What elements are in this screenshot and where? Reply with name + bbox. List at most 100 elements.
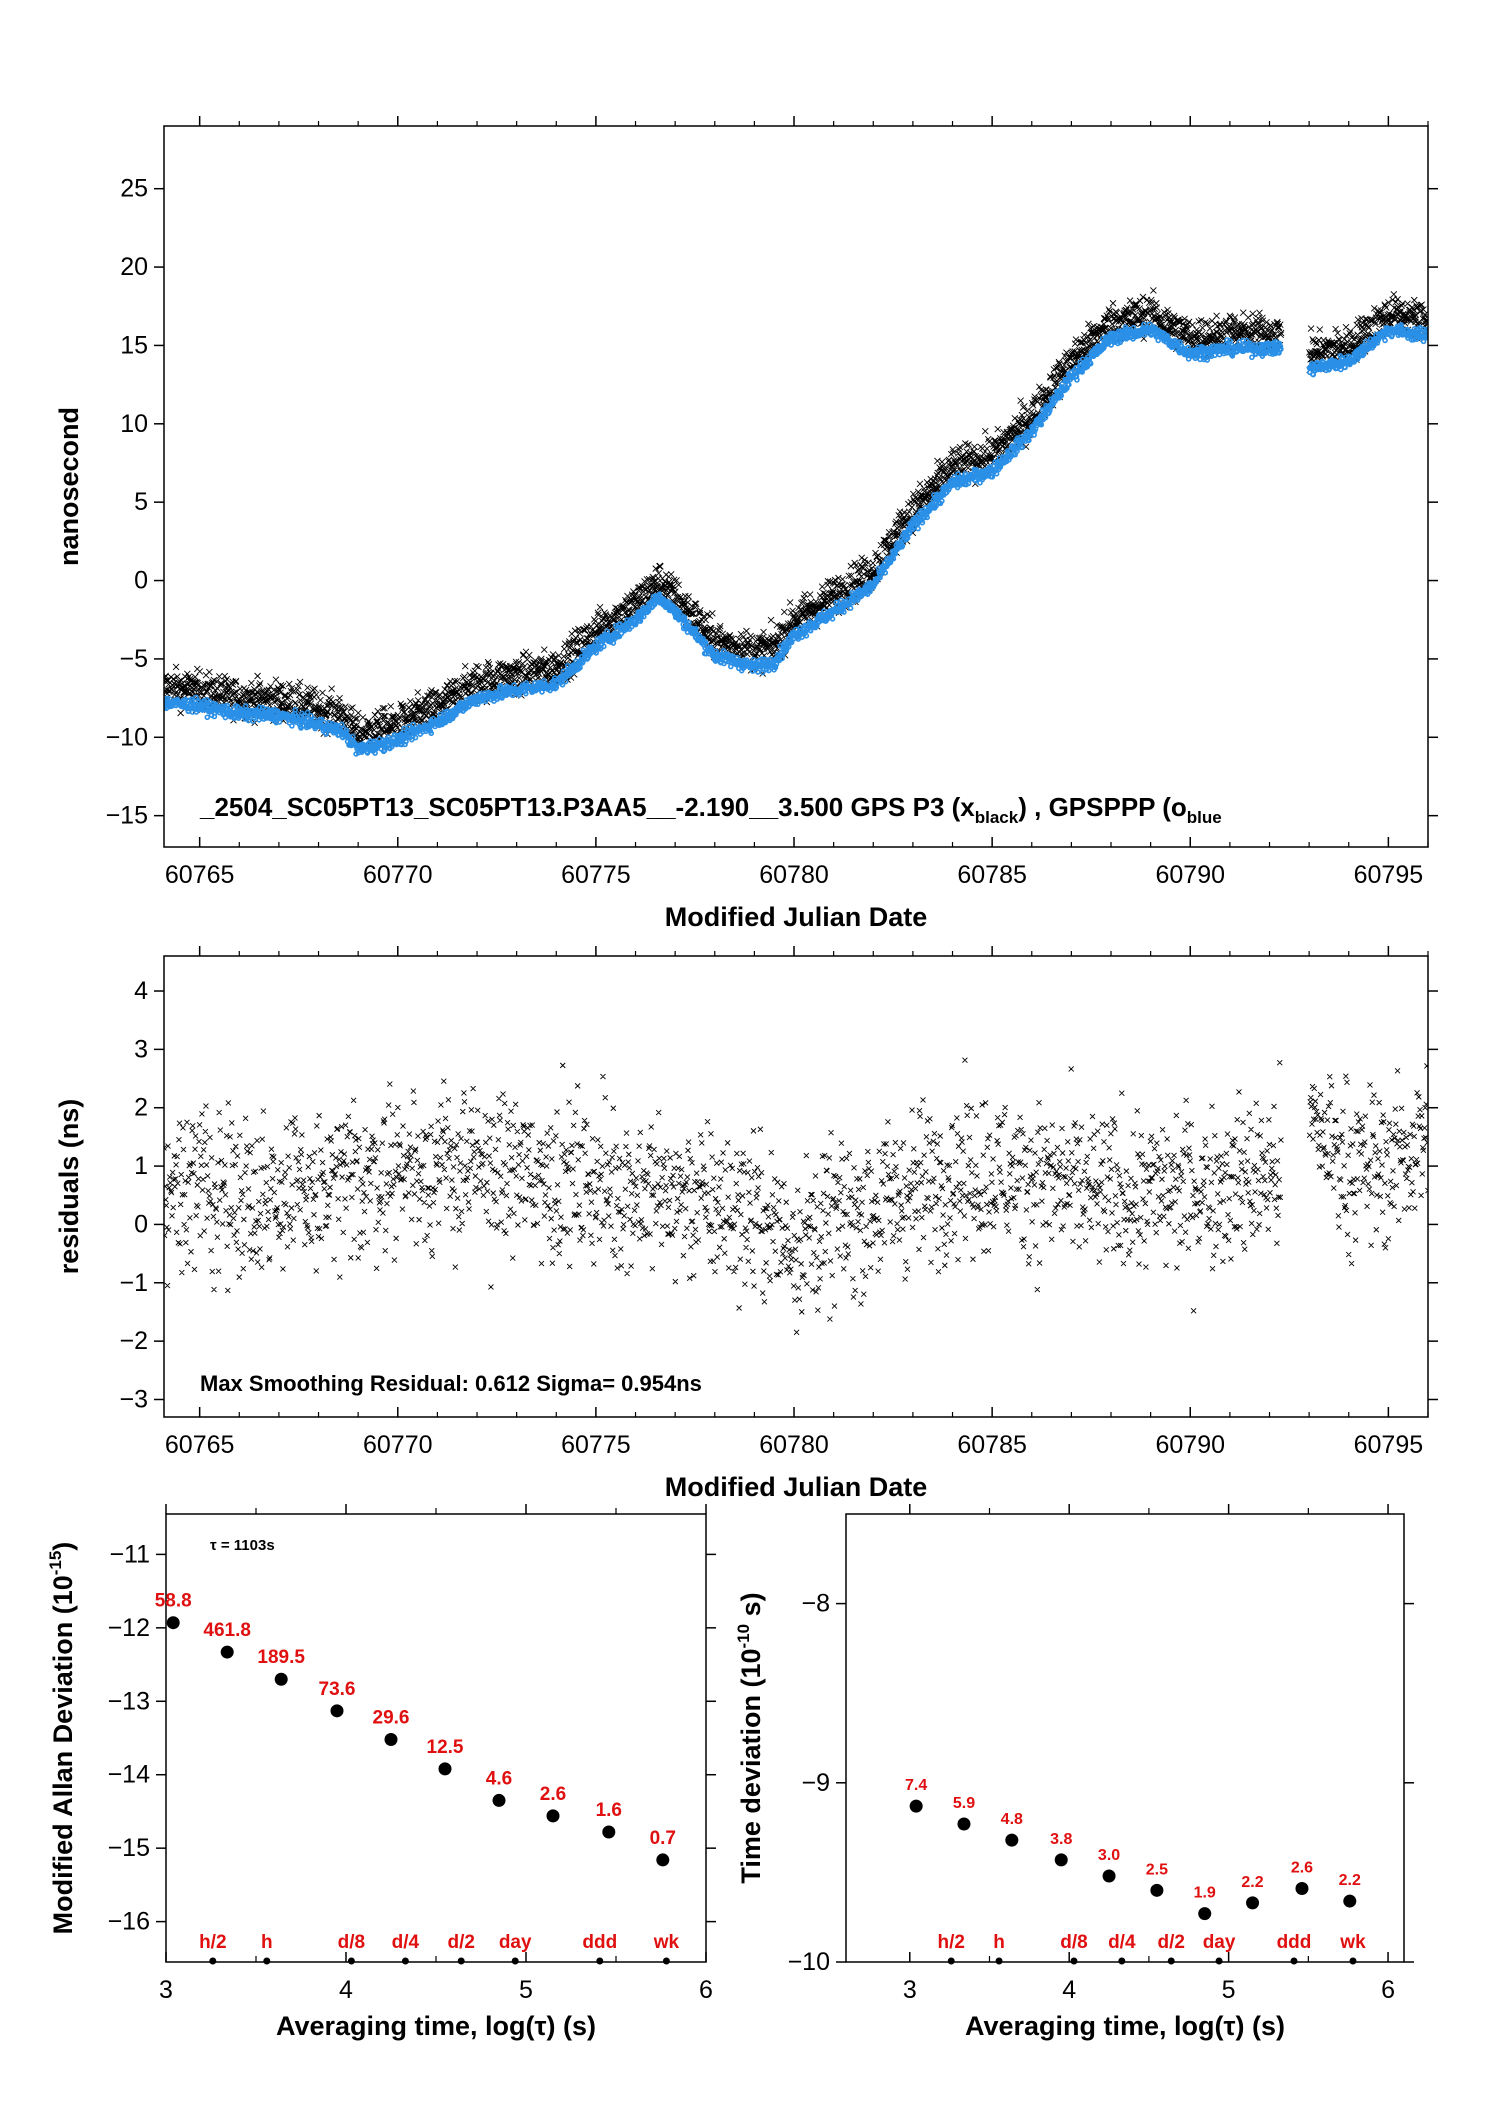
y-tick-label: −16 <box>108 1908 150 1936</box>
x-tick-label: 60780 <box>759 861 829 889</box>
x-tick-label: 60780 <box>759 1431 829 1459</box>
period-marker <box>1167 1957 1175 1965</box>
deviation-point <box>1150 1883 1164 1897</box>
deviation-point <box>602 1825 616 1839</box>
y-axis-label: Time deviation (10-10 s) <box>734 1592 766 1883</box>
period-label: h <box>993 1932 1005 1953</box>
y-axis-label-exponent: -15 <box>46 1551 65 1576</box>
y-tick-label: −5 <box>119 645 148 673</box>
x-axis-label: Modified Julian Date <box>665 902 928 932</box>
x-tick-label: 60770 <box>363 1431 433 1459</box>
y-tick-label: −10 <box>106 723 148 751</box>
y-tick-label: −9 <box>801 1769 830 1797</box>
point-label: 4.6 <box>486 1768 512 1789</box>
point-label: 4.8 <box>1001 1811 1023 1828</box>
y-tick-label: −10 <box>788 1948 830 1976</box>
y-tick-label: 2 <box>134 1094 148 1122</box>
deviation-point <box>220 1645 234 1659</box>
y-tick-label: 5 <box>134 488 148 516</box>
tdev-chart: 3 4 5 6 −10 −9 −8 7.4 5.9 4.8 3.8 3.0 2.5 1.9 2.2 2.6 2.… <box>734 1504 1414 2041</box>
x-tick-label: 60790 <box>1155 861 1225 889</box>
period-marker <box>347 1957 355 1965</box>
offset-frame <box>163 125 1429 848</box>
annotation-middle: ) , GPSPPP (o <box>1018 792 1187 822</box>
point-label: 12.5 <box>427 1737 464 1758</box>
deviation-point <box>1295 1882 1309 1896</box>
y-tick-label: 20 <box>120 253 148 281</box>
x-tick-label: 60770 <box>363 861 433 889</box>
deviation-point <box>438 1762 452 1776</box>
y-tick-label: −15 <box>108 1834 150 1862</box>
deviation-point <box>1102 1869 1116 1883</box>
series-gps-p3-markers <box>164 287 1428 751</box>
x-tick-label: 3 <box>159 1976 173 2004</box>
x-tick-label: 60785 <box>957 1431 1027 1459</box>
period-marker <box>511 1957 519 1965</box>
point-label: 0.7 <box>650 1828 676 1849</box>
offset-annotation-group: _2504_SC05PT13_SC05PT13.P3AA5__-2.190__3… <box>199 792 1222 827</box>
deviation-point <box>330 1704 344 1718</box>
deviation-point <box>1054 1853 1068 1867</box>
period-marker <box>1070 1957 1078 1965</box>
period-marker <box>457 1957 465 1965</box>
period-label: d/8 <box>1060 1932 1087 1953</box>
period-label: d/2 <box>1158 1932 1185 1953</box>
point-label: 1.6 <box>596 1800 622 1821</box>
y-tick-label: 0 <box>134 567 148 595</box>
tau-label: τ = 1103s <box>210 1537 275 1554</box>
x-tick-label: 3 <box>903 1976 917 2004</box>
x-tick-label: 60775 <box>561 1431 631 1459</box>
period-marker <box>1290 1957 1298 1965</box>
point-label: 29.6 <box>373 1707 410 1728</box>
residual-marks <box>164 1057 1428 1336</box>
y-tick-label: −13 <box>108 1687 150 1715</box>
x-axis-label: Averaging time, log(τ) (s) <box>965 2011 1285 2041</box>
y-tick-label: −2 <box>119 1327 148 1355</box>
y-tick-label: 15 <box>120 331 148 359</box>
period-marker <box>1215 1957 1223 1965</box>
period-marker <box>596 1957 604 1965</box>
x-tick-label: 60765 <box>165 1431 235 1459</box>
residual-markers <box>164 1057 1428 1336</box>
period-marker <box>1349 1957 1357 1965</box>
x-tick-label: 60785 <box>957 861 1027 889</box>
y-tick-label: −1 <box>119 1269 148 1297</box>
point-label: 3.0 <box>1098 1847 1120 1864</box>
y-axis-label-main: Time deviation (10 <box>736 1649 766 1884</box>
point-label: 2.2 <box>1241 1874 1263 1891</box>
period-label: ddd <box>1277 1932 1312 1953</box>
tdev-frame <box>845 1513 1405 1963</box>
point-label: 1.9 <box>1194 1885 1216 1902</box>
period-marker <box>209 1957 217 1965</box>
y-axis-label: nanosecond <box>54 407 84 566</box>
point-label: 5.9 <box>953 1795 975 1812</box>
y-tick-label: 3 <box>134 1035 148 1063</box>
period-label: day <box>499 1932 532 1953</box>
mdev-chart: 3 4 5 6 −16 −15 −14 −13 −12 −11 58.8 461.8 189.5 73.6… <box>46 1504 716 2041</box>
y-axis-label: Modified Allan Deviation (10-15) <box>46 1542 78 1935</box>
point-label: 73.6 <box>319 1679 356 1700</box>
period-marker <box>1118 1957 1126 1965</box>
deviation-point <box>546 1809 560 1823</box>
period-label: d/8 <box>338 1932 365 1953</box>
period-label: day <box>1203 1932 1236 1953</box>
residual-note: Max Smoothing Residual: 0.612 Sigma= 0.9… <box>200 1371 702 1396</box>
y-tick-label: −11 <box>109 1540 150 1568</box>
period-marker <box>995 1957 1003 1965</box>
period-marker <box>947 1957 955 1965</box>
x-axis-label: Modified Julian Date <box>665 1472 928 1502</box>
deviation-point <box>166 1616 180 1630</box>
deviation-point <box>492 1793 506 1807</box>
series-gpsppp-markers <box>164 321 1428 757</box>
x-tick-label: 60795 <box>1354 1431 1424 1459</box>
period-label: d/4 <box>1108 1932 1136 1953</box>
point-label: 58.8 <box>155 1591 192 1612</box>
point-label: 2.6 <box>1291 1860 1313 1877</box>
y-tick-label: 4 <box>134 977 148 1005</box>
y-tick-label: 1 <box>134 1152 148 1180</box>
period-label: ddd <box>582 1932 617 1953</box>
period-label: d/4 <box>392 1932 420 1953</box>
y-tick-label: −12 <box>108 1614 150 1642</box>
y-axis-label: residuals (ns) <box>54 1099 84 1275</box>
